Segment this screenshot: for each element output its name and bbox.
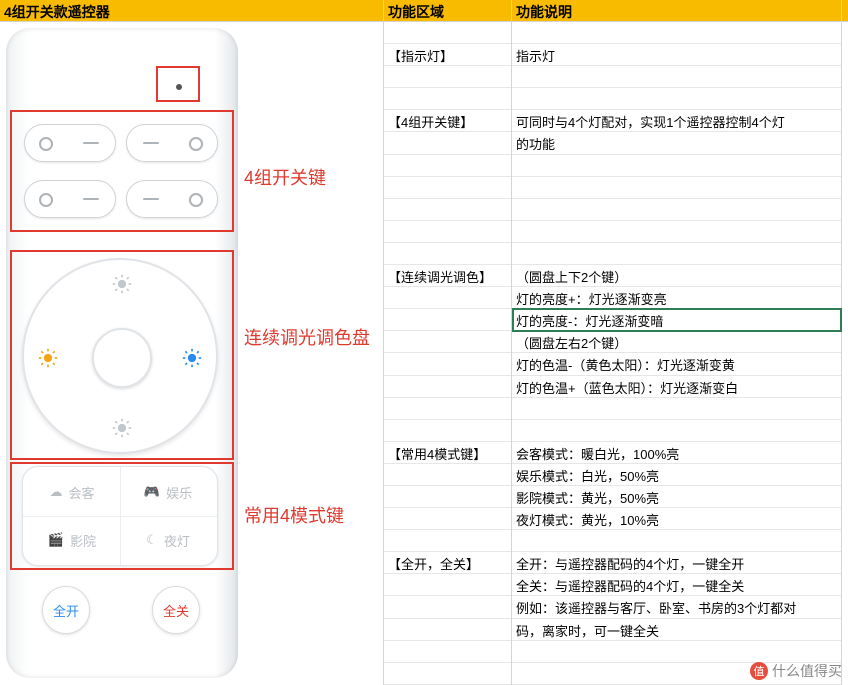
- header-col-product: 4组开关款遥控器: [0, 0, 384, 21]
- header-col-desc: 功能说明: [512, 0, 842, 21]
- area-cell[interactable]: [384, 574, 511, 596]
- area-cell[interactable]: [384, 530, 511, 552]
- annotation-box-dial: [10, 250, 234, 460]
- desc-cell[interactable]: [512, 530, 841, 552]
- area-cell[interactable]: [384, 398, 511, 420]
- desc-cell[interactable]: 影院模式：黄光，50%亮: [512, 486, 841, 508]
- remote-illustration-cell: ☁会客 🎮娱乐 🎬影院 ☾夜灯 全开 全关 4组开关键 连续调光调色盘 常用4模…: [0, 22, 384, 685]
- watermark-text: 什么值得买: [772, 661, 842, 681]
- desc-cell[interactable]: [512, 66, 841, 88]
- desc-cell[interactable]: 全开：与遥控器配码的4个灯，一键全开: [512, 552, 841, 574]
- annotation-label-modes: 常用4模式键: [244, 504, 344, 528]
- desc-cell[interactable]: [512, 243, 841, 265]
- area-cell[interactable]: [384, 641, 511, 663]
- desc-cell[interactable]: （圆盘上下2个键）: [512, 265, 841, 287]
- area-cell[interactable]: [384, 66, 511, 88]
- area-cell[interactable]: [384, 88, 511, 110]
- desc-cell[interactable]: [512, 155, 841, 177]
- area-cell[interactable]: [384, 663, 511, 685]
- desc-cell[interactable]: [512, 22, 841, 44]
- area-cell[interactable]: [384, 243, 511, 265]
- desc-cell[interactable]: 可同时与4个灯配对，实现1个遥控器控制4个灯: [512, 110, 841, 132]
- desc-cell[interactable]: 娱乐模式：白光，50%亮: [512, 464, 841, 486]
- area-cell[interactable]: [384, 132, 511, 154]
- area-cell[interactable]: [384, 199, 511, 221]
- watermark: 值 什么值得买: [750, 661, 842, 681]
- desc-cell[interactable]: 会客模式：暖白光，100%亮: [512, 442, 841, 464]
- area-cell[interactable]: [384, 508, 511, 530]
- area-cell[interactable]: [384, 309, 511, 331]
- desc-cell[interactable]: 码，离家时，可一键全关: [512, 619, 841, 641]
- annotation-box-switches: [10, 110, 234, 232]
- area-cell[interactable]: [384, 177, 511, 199]
- desc-cell[interactable]: 灯的色温-（黄色太阳）：灯光逐渐变黄: [512, 353, 841, 375]
- desc-cell[interactable]: （圆盘左右2个键）: [512, 331, 841, 353]
- annotation-box-modes: [10, 462, 234, 570]
- desc-cell[interactable]: [512, 221, 841, 243]
- area-cell[interactable]: [384, 331, 511, 353]
- area-cell[interactable]: 【4组开关键】: [384, 110, 511, 132]
- header-col-area: 功能区域: [384, 0, 512, 21]
- desc-cell[interactable]: [512, 199, 841, 221]
- area-cell[interactable]: [384, 22, 511, 44]
- all-off-button: 全关: [152, 586, 200, 634]
- all-on-button: 全开: [42, 586, 90, 634]
- spec-table: 【指示灯】【4组开关键】【连续调光调色】【常用4模式键】【全开，全关】 指示灯可…: [384, 22, 848, 685]
- annotation-label-dial: 连续调光调色盘: [244, 326, 374, 350]
- area-cell[interactable]: 【全开，全关】: [384, 552, 511, 574]
- area-cell[interactable]: 【指示灯】: [384, 44, 511, 66]
- desc-cell[interactable]: [512, 177, 841, 199]
- area-cell[interactable]: [384, 596, 511, 618]
- area-cell[interactable]: [384, 619, 511, 641]
- watermark-icon: 值: [750, 662, 768, 680]
- area-cell[interactable]: 【连续调光调色】: [384, 265, 511, 287]
- area-cell[interactable]: [384, 486, 511, 508]
- desc-cell[interactable]: 灯的亮度-：灯光逐渐变暗: [512, 309, 841, 331]
- desc-cell[interactable]: 的功能: [512, 132, 841, 154]
- desc-cell[interactable]: [512, 420, 841, 442]
- area-cell[interactable]: [384, 221, 511, 243]
- annotation-box-indicator: [156, 66, 200, 102]
- area-cell[interactable]: [384, 287, 511, 309]
- desc-cell[interactable]: 灯的亮度+：灯光逐渐变亮: [512, 287, 841, 309]
- area-cell[interactable]: [384, 464, 511, 486]
- desc-cell[interactable]: 指示灯: [512, 44, 841, 66]
- annotation-label-switches: 4组开关键: [244, 166, 326, 190]
- desc-cell[interactable]: 例如：该遥控器与客厅、卧室、书房的3个灯都对: [512, 596, 841, 618]
- desc-cell[interactable]: 夜灯模式：黄光，10%亮: [512, 508, 841, 530]
- area-cell[interactable]: [384, 376, 511, 398]
- area-cell[interactable]: 【常用4模式键】: [384, 442, 511, 464]
- desc-cell[interactable]: [512, 641, 841, 663]
- desc-cell[interactable]: 灯的色温+（蓝色太阳）：灯光逐渐变白: [512, 376, 841, 398]
- table-header: 4组开关款遥控器 功能区域 功能说明: [0, 0, 848, 22]
- area-cell[interactable]: [384, 353, 511, 375]
- desc-cell[interactable]: [512, 88, 841, 110]
- desc-cell[interactable]: [512, 398, 841, 420]
- area-cell[interactable]: [384, 155, 511, 177]
- area-cell[interactable]: [384, 420, 511, 442]
- desc-cell[interactable]: 全关：与遥控器配码的4个灯，一键全关: [512, 574, 841, 596]
